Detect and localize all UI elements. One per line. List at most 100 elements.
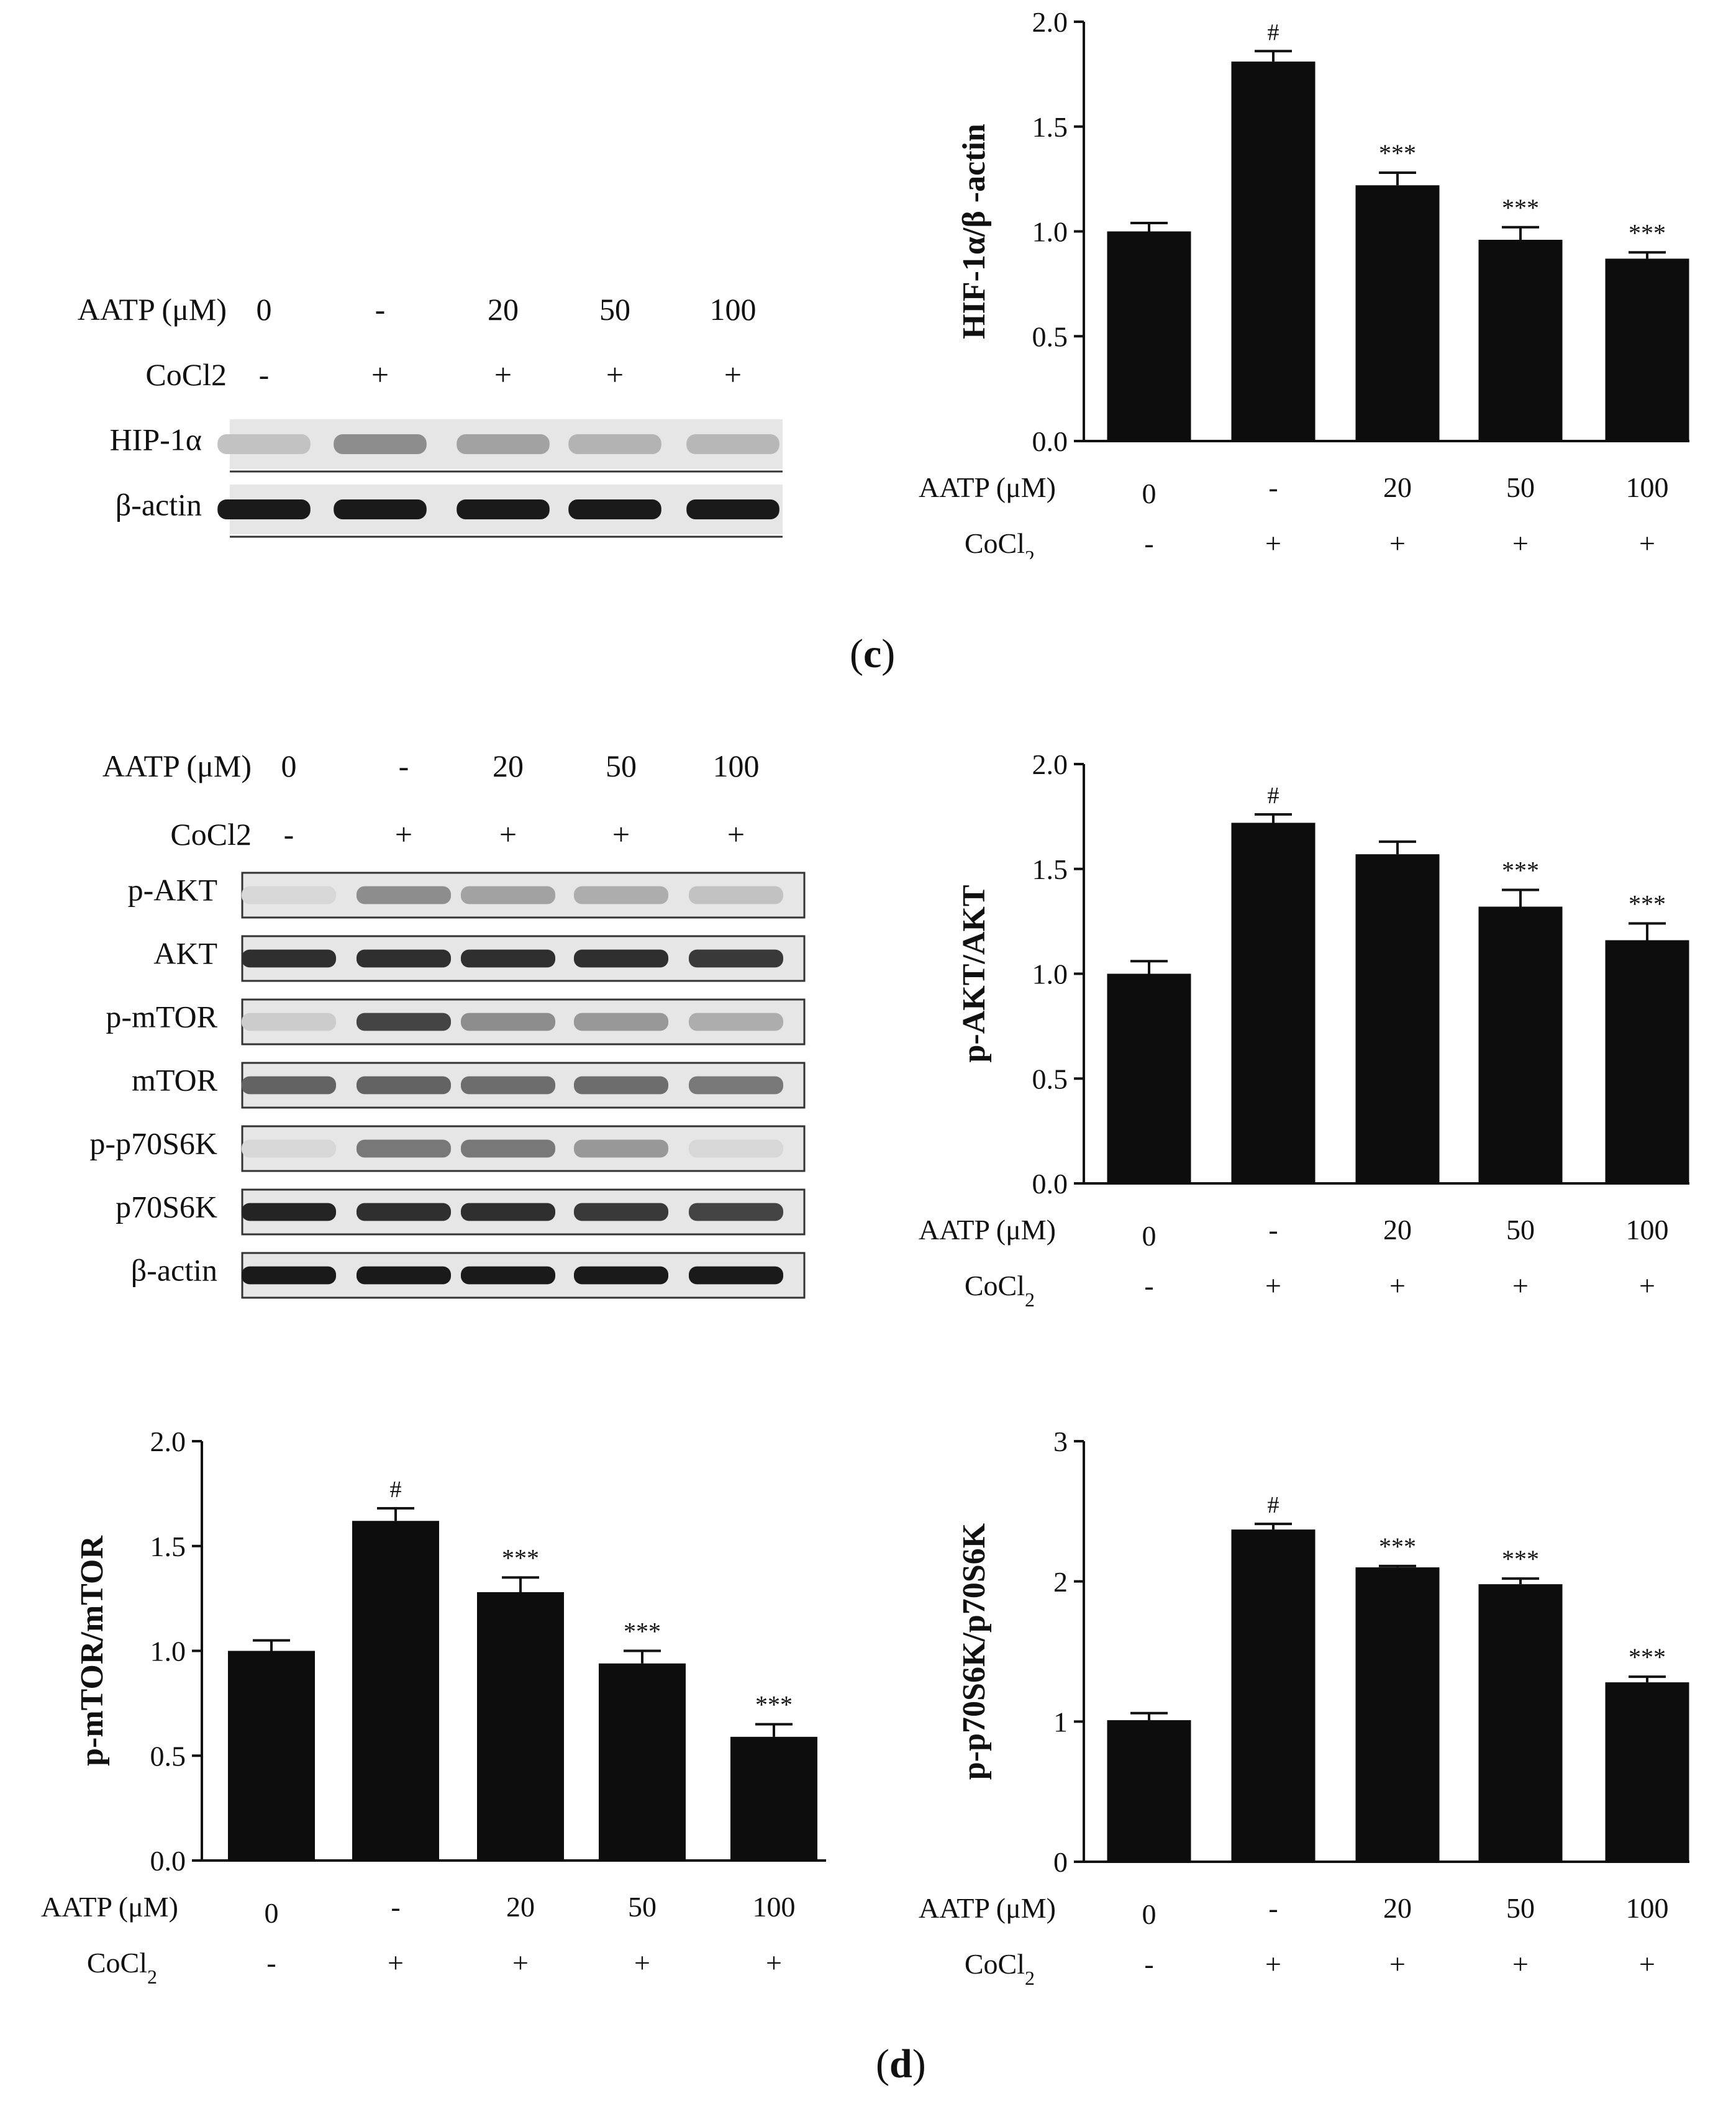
- aatp-value: 0: [1142, 1898, 1157, 1930]
- bar: [1605, 258, 1689, 441]
- condition-value-aatp: 50: [606, 749, 637, 783]
- blot-band: [688, 1013, 784, 1031]
- aatp-value: 50: [1506, 471, 1535, 503]
- condition-value-cocl2: +: [395, 817, 412, 852]
- y-tick-label: 2: [1053, 1566, 1068, 1598]
- y-tick-label: 1.5: [1032, 111, 1068, 143]
- cocl2-value: +: [634, 1947, 650, 1979]
- bar: [1231, 1529, 1316, 1862]
- blot-row-label: p70S6K: [116, 1190, 217, 1224]
- blot-band: [457, 499, 550, 519]
- blot-band: [356, 1203, 452, 1221]
- significance-marker: ***: [1502, 1545, 1539, 1573]
- significance-marker: ***: [1379, 1533, 1416, 1560]
- y-axis-label: p-p70S6K/p70S6K: [957, 1523, 992, 1780]
- bar: [1107, 231, 1191, 441]
- blot-band: [573, 1013, 669, 1031]
- significance-marker: #: [1268, 1492, 1279, 1518]
- blot-band: [356, 886, 452, 904]
- condition-value-cocl2: +: [612, 817, 630, 852]
- panel-label-c: (c): [850, 631, 896, 676]
- condition-value-cocl2: -: [259, 357, 270, 392]
- cocl2-value: +: [766, 1947, 782, 1979]
- cocl2-value: -: [1144, 1270, 1153, 1301]
- aatp-value: 20: [506, 1891, 535, 1923]
- y-tick-label: 0: [1053, 1846, 1068, 1878]
- aatp-value: 0: [1142, 478, 1157, 509]
- blot-band: [356, 949, 452, 968]
- significance-marker: ***: [624, 1618, 661, 1646]
- row-label-aatp: AATP (μM): [919, 1892, 1056, 1924]
- significance-marker: ***: [502, 1544, 539, 1572]
- aatp-value: -: [1268, 1892, 1278, 1924]
- cocl2-value: +: [388, 1947, 404, 1979]
- significance-marker: #: [1268, 19, 1279, 45]
- significance-marker: ***: [1629, 890, 1666, 918]
- condition-value-aatp: 20: [488, 292, 519, 327]
- y-tick-label: 1.0: [150, 1636, 186, 1667]
- row-label-aatp: AATP (μM): [919, 471, 1056, 503]
- blot-band: [217, 434, 311, 454]
- blot-band: [688, 1139, 784, 1158]
- bar: [1231, 822, 1316, 1183]
- bar: [1107, 1720, 1191, 1862]
- bar: [1478, 906, 1563, 1183]
- y-axis-label: p-AKT/AKT: [957, 885, 992, 1062]
- aatp-value: -: [391, 1891, 400, 1923]
- blot-row-label: β-actin: [131, 1253, 217, 1288]
- bar: [1478, 240, 1563, 441]
- y-tick-label: 2.0: [1032, 749, 1068, 780]
- y-tick-label: 0.0: [1032, 426, 1068, 457]
- blot-row-label: p-p70S6K: [89, 1126, 217, 1161]
- bar: [1355, 185, 1440, 441]
- bar: [352, 1521, 439, 1861]
- row-label-cocl2-subscript: 2: [1025, 1288, 1035, 1311]
- row-label-cocl2-subscript: 2: [1025, 1967, 1035, 1989]
- blot-band: [241, 1076, 337, 1095]
- blot-band: [241, 1013, 337, 1031]
- blot-row-label: p-mTOR: [106, 1000, 217, 1034]
- blot-band: [241, 886, 337, 904]
- y-tick-label: 2.0: [1032, 6, 1068, 38]
- blot-band: [573, 1076, 669, 1095]
- cocl2-value: +: [1512, 1948, 1529, 1980]
- cocl2-value: -: [1144, 527, 1153, 559]
- chart-hif1a-beta-actin: HIF-1α/β -actin 0.0 0.5 1.0 1.5 2.0 # *** *** ***…: [919, 6, 1689, 559]
- condition-value-aatp: 100: [710, 292, 757, 327]
- cocl2-value: +: [1265, 527, 1281, 559]
- cocl2-value: +: [1512, 1270, 1529, 1301]
- significance-marker: ***: [1502, 194, 1539, 222]
- aatp-value: 20: [1383, 1214, 1412, 1246]
- condition-value-cocl2: -: [284, 817, 294, 852]
- cocl2-value: +: [1639, 1948, 1655, 1980]
- cocl2-value: +: [1639, 1270, 1655, 1301]
- y-axis-label: HIF-1α/β -actin: [957, 124, 992, 339]
- row-label-cocl2-subscript: 2: [147, 1966, 157, 1988]
- cocl2-value: -: [266, 1947, 276, 1979]
- condition-value-aatp: -: [399, 749, 409, 783]
- blot-band: [334, 499, 427, 519]
- aatp-value: 100: [1626, 1892, 1669, 1924]
- bar: [1478, 1584, 1563, 1862]
- aatp-value: 20: [1383, 471, 1412, 503]
- condition-label-aatp: AATP (μM): [78, 292, 227, 327]
- blot-row-label: p-AKT: [128, 873, 217, 908]
- aatp-value: 50: [1506, 1214, 1535, 1246]
- significance-marker: #: [390, 1477, 402, 1503]
- condition-label-cocl2: CoCl2: [145, 357, 227, 392]
- condition-value-cocl2: +: [606, 357, 624, 392]
- y-tick-label: 2.0: [150, 1426, 186, 1457]
- y-tick-label: 0.0: [150, 1845, 186, 1877]
- row-label-cocl2: CoCl: [965, 1948, 1025, 1980]
- bar: [1355, 1567, 1440, 1862]
- cocl2-value: -: [1144, 1948, 1153, 1980]
- blot-band: [334, 434, 427, 454]
- condition-value-cocl2: +: [724, 357, 742, 392]
- blot-band: [460, 1139, 556, 1158]
- bar: [477, 1592, 564, 1861]
- cocl2-value: +: [1265, 1270, 1281, 1301]
- blot-row-label: β-actin: [116, 488, 202, 522]
- blot-band: [688, 1203, 784, 1221]
- condition-value-aatp: 50: [599, 292, 630, 327]
- blot-band: [688, 1266, 784, 1285]
